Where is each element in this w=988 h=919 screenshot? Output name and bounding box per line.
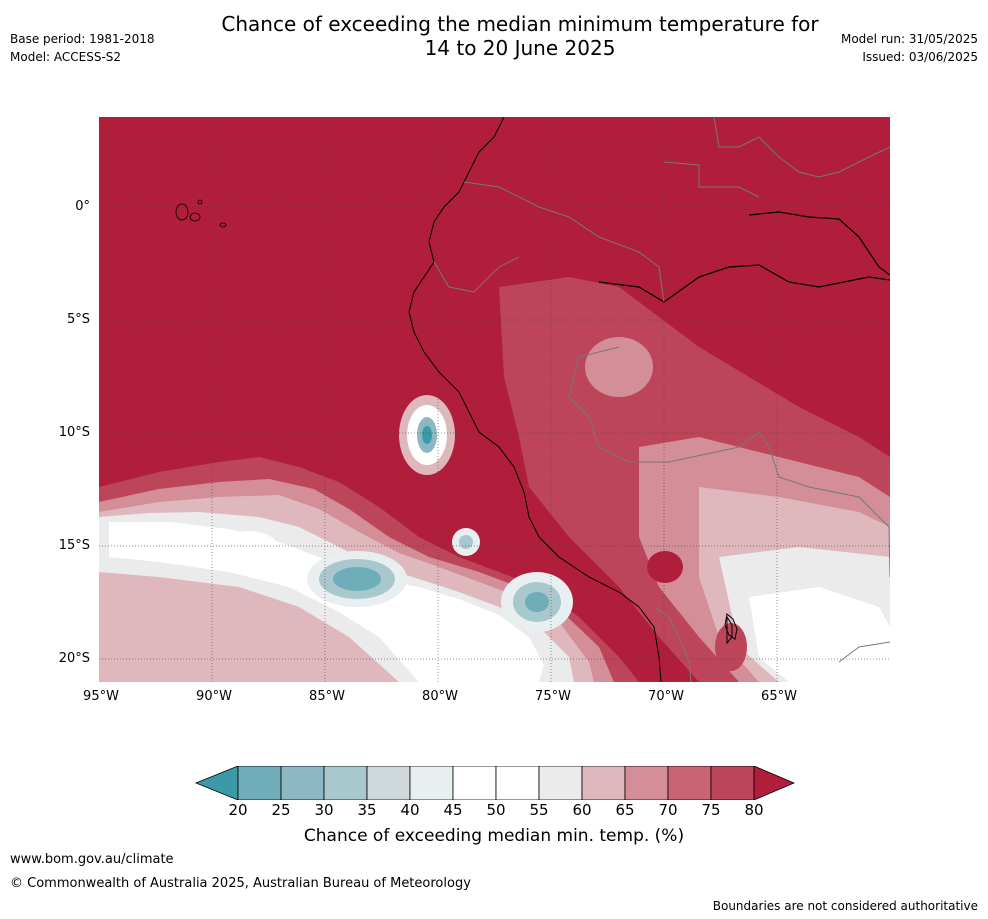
colorbar-high-arrow — [753, 766, 795, 800]
lon-label-80w: 80°W — [422, 689, 458, 704]
colorbar-label: Chance of exceeding median min. temp. (%… — [303, 826, 685, 846]
cool-spot-north-core — [422, 426, 432, 444]
model-run: Model run: 31/05/2025 — [840, 32, 978, 46]
colorbar-segment-60 — [581, 766, 626, 800]
chart-title: Chance of exceeding the median minimum t… — [0, 12, 988, 60]
colorbar-segments — [195, 766, 795, 800]
lon-label-70w: 70°W — [648, 689, 684, 704]
colorbar-segment-65 — [624, 766, 669, 800]
colorbar-segment-25 — [280, 766, 325, 800]
title-line-2: 14 to 20 June 2025 — [424, 36, 616, 60]
colorbar-tick-40: 40 — [400, 801, 420, 819]
copyright-notice: © Commonwealth of Australia 2025, Austra… — [10, 876, 471, 891]
contour-75-spot — [715, 623, 747, 671]
colorbar-tick-70: 70 — [658, 801, 678, 819]
colorbar — [195, 766, 795, 800]
colorbar-tick-80: 80 — [744, 801, 764, 819]
website-url: www.bom.gov.au/climate — [10, 852, 174, 867]
amazon-river — [598, 264, 890, 303]
model-name: Model: ACCESS-S2 — [10, 50, 122, 64]
northern-coast — [748, 211, 890, 276]
colorbar-tick-55: 55 — [529, 801, 549, 819]
contour-50-spot — [219, 531, 279, 567]
colorbar-tick-50: 50 — [486, 801, 506, 819]
right-metadata: Model run: 31/05/2025 Issued: 03/06/2025 — [841, 32, 978, 68]
cool-spot-small-core — [459, 535, 473, 549]
contour-70-spot — [585, 337, 653, 397]
probability-map — [99, 117, 890, 682]
contour-50-west-band — [109, 522, 544, 682]
lat-label-20s: 20°S — [58, 651, 90, 666]
colorbar-tick-35: 35 — [357, 801, 377, 819]
base-period: Base period: 1981-2018 — [10, 32, 155, 46]
boundaries-disclaimer: Boundaries are not considered authoritat… — [712, 899, 978, 913]
colorbar-tick-60: 60 — [572, 801, 592, 819]
lon-label-65w: 65°W — [761, 689, 797, 704]
lon-label-85w: 85°W — [309, 689, 345, 704]
colorbar-tick-75: 75 — [701, 801, 721, 819]
colorbar-tick-65: 65 — [615, 801, 635, 819]
graticule — [99, 117, 890, 682]
lake-titicaca — [724, 613, 738, 640]
issued-date: Issued: 03/06/2025 — [862, 50, 978, 64]
colorbar-segment-50 — [495, 766, 540, 800]
title-line-1: Chance of exceeding the median minimum t… — [221, 12, 819, 36]
lon-label-75w: 75°W — [535, 689, 571, 704]
lon-label-90w: 90°W — [196, 689, 232, 704]
colorbar-tick-25: 25 — [271, 801, 291, 819]
colorbar-tick-20: 20 — [228, 801, 248, 819]
colorbar-segment-30 — [323, 766, 368, 800]
lon-label-95w: 95°W — [83, 689, 119, 704]
galapagos-islands — [175, 199, 227, 228]
colorbar-segment-20 — [237, 766, 282, 800]
lake-poopo — [726, 615, 733, 645]
colorbar-segment-35 — [366, 766, 411, 800]
lat-label-0: 0° — [75, 199, 90, 214]
colorbar-segment-70 — [667, 766, 712, 800]
colorbar-tick-30: 30 — [314, 801, 334, 819]
lat-label-5s: 5°S — [66, 312, 90, 327]
cool-spot-east-inner — [525, 592, 549, 612]
contour-55-interior — [749, 587, 890, 682]
colorbar-segment-75 — [710, 766, 755, 800]
contour-80-spot — [647, 551, 683, 583]
lat-label-10s: 10°S — [58, 425, 90, 440]
lat-label-15s: 15°S — [58, 538, 90, 553]
cool-spot-west-inner — [333, 567, 381, 591]
left-metadata: Base period: 1981-2018 Model: ACCESS-S2 — [10, 32, 155, 68]
national-borders — [433, 117, 890, 682]
south-america-coastline — [408, 117, 662, 682]
colorbar-segment-40 — [409, 766, 454, 800]
colorbar-tick-45: 45 — [443, 801, 463, 819]
colorbar-segment-45 — [452, 766, 497, 800]
colorbar-segment-55 — [538, 766, 583, 800]
colorbar-low-arrow — [195, 766, 239, 800]
